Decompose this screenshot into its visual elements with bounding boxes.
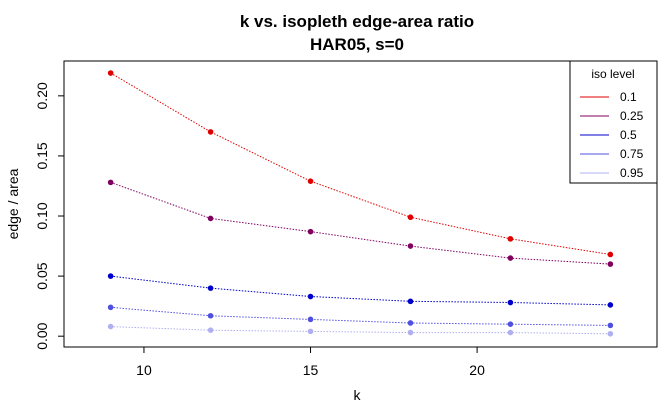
plot-frame [63, 60, 658, 348]
data-point-0.75 [207, 312, 214, 319]
series-line-0.95 [110, 326, 611, 335]
legend-title: iso level [591, 67, 634, 81]
data-point-0.1 [607, 251, 614, 258]
legend-label-0.95: 0.95 [620, 166, 644, 180]
data-point-0.95 [507, 329, 514, 336]
y-tick-label: 0.00 [34, 322, 50, 349]
x-tick-label: 10 [136, 362, 152, 378]
y-axis-label: edge / area [5, 168, 21, 239]
series-line-0.1 [110, 72, 611, 255]
data-point-0.25 [407, 243, 414, 249]
data-point-0.1 [107, 70, 114, 76]
data-point-0.95 [307, 328, 314, 335]
data-point-0.1 [507, 236, 514, 242]
chart-title: k vs. isopleth edge-area ratio [240, 12, 474, 31]
series-line-0.25 [110, 181, 611, 265]
legend-label-0.25: 0.25 [620, 109, 644, 123]
x-tick-label: 20 [469, 362, 485, 378]
series-line-0.5 [110, 275, 611, 306]
data-point-0.25 [507, 255, 514, 261]
series-layer [107, 70, 614, 337]
y-tick-label: 0.05 [34, 262, 50, 289]
data-point-0.25 [607, 261, 614, 267]
legend-label-0.1: 0.1 [620, 90, 637, 104]
data-point-0.25 [207, 215, 214, 222]
data-point-0.5 [507, 299, 514, 306]
y-tick-label: 0.20 [34, 82, 50, 109]
data-point-0.95 [407, 329, 414, 336]
data-point-0.25 [107, 179, 114, 186]
y-tick-label: 0.15 [34, 142, 50, 169]
data-point-0.95 [107, 323, 114, 330]
data-point-0.75 [407, 320, 414, 326]
data-point-0.5 [407, 298, 414, 305]
data-point-0.1 [407, 214, 414, 221]
legend-box [569, 60, 658, 184]
legend-label-0.5: 0.5 [620, 128, 637, 142]
data-point-0.25 [307, 228, 314, 235]
series-line-0.75 [110, 306, 611, 326]
x-axis-label: k [354, 387, 362, 403]
data-point-0.5 [207, 285, 214, 291]
x-axis: 10 15 20 [136, 346, 485, 378]
y-tick-label: 0.10 [34, 202, 50, 229]
data-point-0.1 [307, 178, 314, 184]
data-point-0.5 [107, 273, 114, 279]
data-point-0.5 [307, 293, 314, 300]
data-point-0.75 [507, 321, 514, 327]
data-point-0.95 [207, 327, 214, 333]
data-point-0.95 [607, 330, 614, 337]
legend: iso level 0.1 0.25 0.5 0.75 0.95 [569, 60, 658, 184]
chart-subtitle: HAR05, s=0 [310, 35, 404, 54]
data-point-0.1 [207, 129, 214, 135]
y-axis: 0.00 0.05 0.10 0.15 0.20 [34, 82, 65, 350]
data-point-0.75 [107, 304, 114, 311]
x-tick-label: 15 [303, 362, 319, 378]
legend-label-0.75: 0.75 [620, 147, 644, 161]
data-point-0.75 [607, 322, 614, 329]
data-point-0.75 [307, 316, 314, 323]
data-point-0.5 [607, 302, 614, 308]
